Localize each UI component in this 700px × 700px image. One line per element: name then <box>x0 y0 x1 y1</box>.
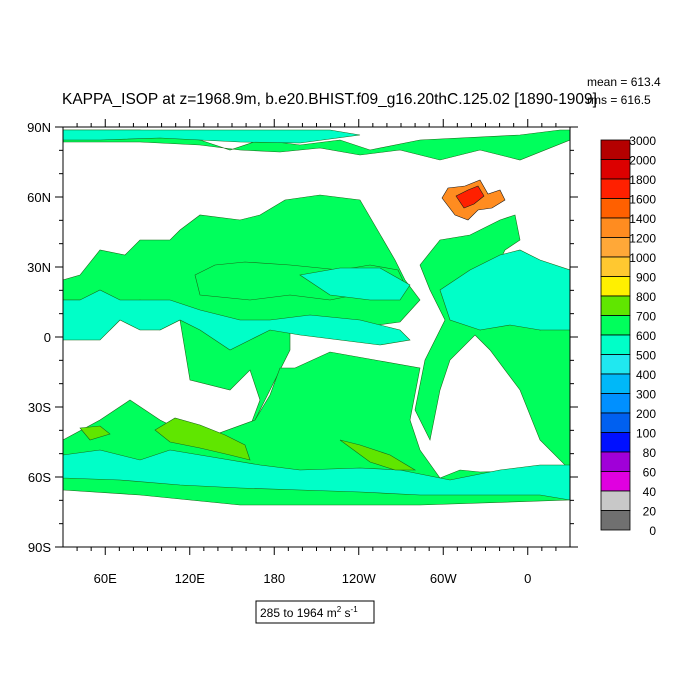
colorbar-label: 1400 <box>629 212 656 226</box>
colorbar-label: 1200 <box>629 232 656 246</box>
southern-lime-patch-1 <box>154 417 251 461</box>
mean-label: mean = 613.4 <box>587 75 661 89</box>
x-tick-label: 120W <box>342 571 377 586</box>
colorbar-label: 1000 <box>629 251 656 265</box>
y-tick-label: 90S <box>28 540 51 555</box>
atlantic-region <box>414 214 570 471</box>
x-tick-label: 120E <box>175 571 206 586</box>
rms-label: rms = 616.5 <box>587 93 651 107</box>
map-panel <box>63 127 570 547</box>
y-tick-label: 0 <box>44 330 51 345</box>
range-label-box: 285 to 1964 m2 s-1 <box>255 600 375 624</box>
colorbar-swatch <box>600 315 631 336</box>
range-label: 285 to 1964 m2 s-1 <box>260 605 358 620</box>
colorbar-label: 40 <box>643 485 657 499</box>
y-axis: 90N 60N 30N 0 30S 60S 90S <box>27 120 578 555</box>
plot-title: KAPPA_ISOP at z=1968.9m, b.e20.BHIST.f09… <box>62 91 597 108</box>
colorbar-label: 700 <box>636 310 656 324</box>
colorbar-swatch <box>600 198 631 219</box>
colorbar-swatch <box>600 393 631 414</box>
colorbar-label: 900 <box>636 271 656 285</box>
colorbar-swatch <box>600 139 631 160</box>
colorbar-label: 0 <box>649 524 656 538</box>
range-label-sup2: -1 <box>351 605 359 614</box>
colorbar-swatch <box>600 295 631 316</box>
colorbar-label: 60 <box>643 466 657 480</box>
southern-cyan-band <box>63 449 570 501</box>
colorbar-swatch <box>600 217 631 238</box>
x-axis: 60E 120E 180 120W 60W 0 <box>76 119 557 586</box>
colorbar-label: 2000 <box>629 154 656 168</box>
colorbar-label: 20 <box>643 505 657 519</box>
colorbar-swatch <box>600 510 631 531</box>
colorbar-swatch <box>600 159 631 180</box>
y-tick-label: 30S <box>28 400 51 415</box>
colorbar-swatch <box>600 451 631 472</box>
colorbar-label: 800 <box>636 290 656 304</box>
colorbar-label: 500 <box>636 349 656 363</box>
colorbar-swatch <box>600 334 631 355</box>
range-label-mid: s <box>341 606 350 620</box>
southern-lime-patch-2 <box>339 439 417 471</box>
colorbar-swatch <box>600 490 631 511</box>
range-label-frame <box>255 600 375 624</box>
colorbar-swatch <box>600 373 631 394</box>
colorbar-label: 80 <box>643 446 657 460</box>
colorbar-swatch <box>600 354 631 375</box>
range-label-sup1: 2 <box>337 605 342 614</box>
x-tick-label: 180 <box>263 571 285 586</box>
colorbar-label: 300 <box>636 388 656 402</box>
indo-pacific-cyan-band <box>63 289 411 351</box>
ocean-field-700-800 <box>79 417 417 471</box>
southern-lime-patch-3 <box>79 425 111 441</box>
colorbar-swatch <box>600 276 631 297</box>
colorbar-label: 100 <box>636 427 656 441</box>
colorbar-swatch <box>600 178 631 199</box>
colorbar-label: 200 <box>636 407 656 421</box>
x-tick-label: 0 <box>524 571 531 586</box>
y-tick-label: 60S <box>28 470 51 485</box>
labrador-sea-hotspot <box>441 179 506 221</box>
pacific-cyan-band <box>299 267 411 301</box>
x-tick-label: 60W <box>430 571 457 586</box>
colorbar-swatch <box>600 237 631 258</box>
arctic-cyan-shelf <box>63 129 361 144</box>
colorbar: 3000200018001600140012001000900800700600… <box>600 134 657 538</box>
colorbar-label: 600 <box>636 329 656 343</box>
atlantic-cyan-band <box>439 249 570 331</box>
y-tick-label: 90N <box>27 120 51 135</box>
colorbar-swatch <box>600 432 631 453</box>
y-tick-label: 60N <box>27 190 51 205</box>
colorbar-swatch <box>600 412 631 433</box>
colorbar-label: 3000 <box>629 134 656 148</box>
ocean-field-500-600 <box>63 129 570 501</box>
x-tick-label: 60E <box>94 571 117 586</box>
indian-ocean-region <box>63 194 421 441</box>
colorbar-swatch <box>600 471 631 492</box>
labrador-hotspot-inner <box>455 185 485 209</box>
colorbar-label: 1800 <box>629 173 656 187</box>
colorbar-swatch <box>600 256 631 277</box>
range-label-text: 285 to 1964 m <box>260 606 337 620</box>
colorbar-label: 1600 <box>629 193 656 207</box>
y-tick-label: 30N <box>27 260 51 275</box>
colorbar-label: 400 <box>636 368 656 382</box>
